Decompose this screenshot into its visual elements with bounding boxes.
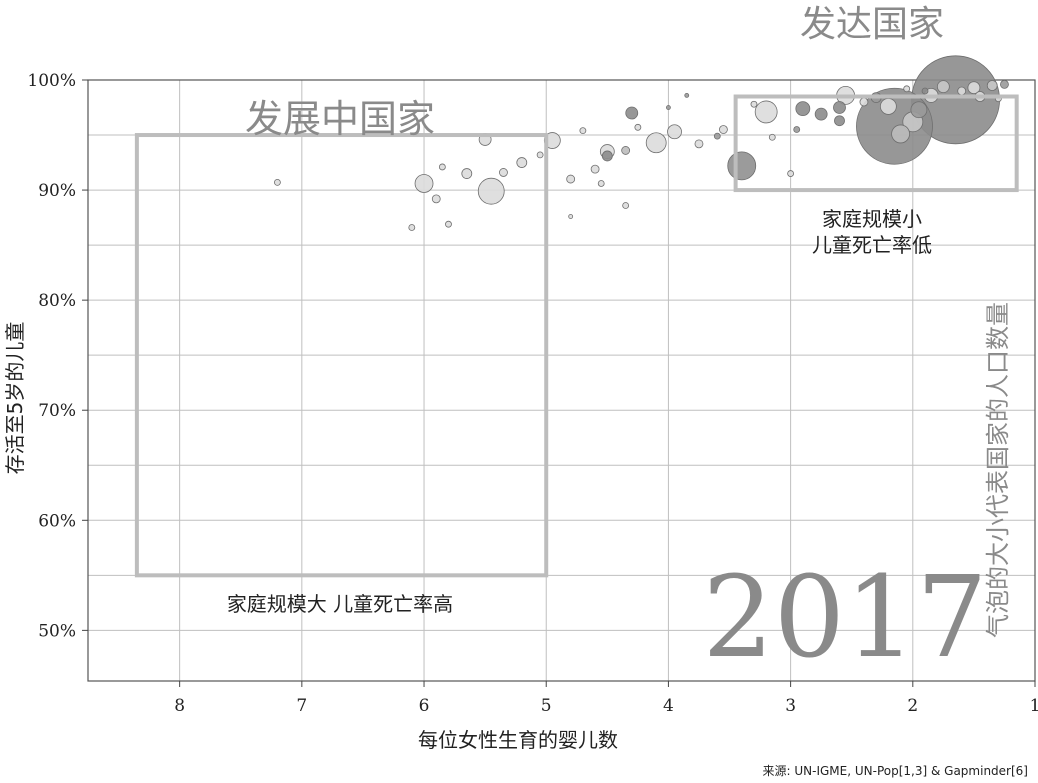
data-bubble bbox=[1000, 80, 1009, 89]
data-bubble bbox=[967, 81, 981, 95]
x-tick-label: 6 bbox=[419, 696, 430, 716]
region-box bbox=[134, 133, 549, 578]
data-bubble bbox=[601, 150, 613, 162]
data-bubble bbox=[795, 101, 811, 117]
data-bubble bbox=[625, 106, 639, 120]
data-bubble bbox=[477, 177, 505, 205]
data-bubble bbox=[750, 100, 758, 108]
data-bubble bbox=[834, 115, 845, 127]
data-bubble bbox=[833, 101, 846, 114]
x-tick-label: 3 bbox=[785, 696, 796, 716]
source-note: 来源: UN-IGME, UN-Pop[1,3] & Gapminder[6] bbox=[763, 764, 1028, 778]
y-tick-label: 100% bbox=[27, 71, 76, 91]
data-bubble bbox=[879, 98, 897, 115]
data-bubble bbox=[634, 123, 642, 131]
x-tick-label: 4 bbox=[663, 696, 674, 716]
data-bubble bbox=[814, 107, 828, 121]
x-tick-label: 2 bbox=[907, 696, 918, 716]
region-sublabel: 儿童死亡率低 bbox=[812, 233, 932, 257]
data-bubble bbox=[891, 124, 910, 144]
x-axis-ticks: 8 7 6 5 4 3 2 1 bbox=[174, 681, 1038, 716]
bubbles bbox=[273, 55, 1009, 231]
data-bubble bbox=[461, 168, 473, 179]
data-bubble bbox=[579, 127, 587, 135]
data-bubble bbox=[622, 202, 630, 209]
region-title: 发达国家 bbox=[800, 4, 944, 45]
data-bubble bbox=[566, 174, 576, 184]
y-axis-label: 存活至5岁的儿童 bbox=[3, 322, 27, 475]
data-bubble bbox=[986, 80, 998, 91]
data-bubble bbox=[408, 224, 416, 231]
y-axis-ticks: 50% 60% 70% 80% 90% 100% bbox=[27, 71, 88, 641]
y-tick-label: 70% bbox=[38, 401, 76, 421]
data-bubble bbox=[793, 126, 801, 133]
data-bubble bbox=[903, 85, 911, 93]
region-box bbox=[733, 94, 1019, 193]
data-bubble bbox=[910, 101, 928, 119]
data-bubble bbox=[536, 151, 544, 159]
x-tick-label: 5 bbox=[541, 696, 552, 716]
data-bubble bbox=[414, 174, 434, 193]
x-axis-label: 每位女性生育的婴儿数 bbox=[418, 728, 618, 752]
y-tick-label: 50% bbox=[38, 621, 76, 641]
data-bubble bbox=[787, 170, 795, 177]
data-bubble bbox=[936, 80, 950, 94]
data-bubble bbox=[667, 124, 682, 140]
x-tick-label: 1 bbox=[1030, 696, 1038, 716]
year-label: 2017 bbox=[702, 553, 987, 683]
data-bubble bbox=[568, 214, 574, 219]
data-bubble bbox=[754, 100, 778, 124]
region-title: 发展中国家 bbox=[245, 97, 435, 141]
region-sublabel: 家庭规模大 儿童死亡率高 bbox=[227, 592, 453, 616]
grid bbox=[88, 79, 1036, 681]
data-bubble bbox=[957, 86, 967, 96]
y-tick-label: 80% bbox=[38, 291, 76, 311]
size-label: 气泡的大小代表国家的人口数量 bbox=[984, 302, 1012, 638]
data-bubble bbox=[445, 220, 452, 228]
y-tick-label: 90% bbox=[38, 181, 76, 201]
data-bubble bbox=[273, 178, 281, 186]
region-sublabel: 家庭规模小 bbox=[822, 207, 922, 231]
data-bubble bbox=[684, 93, 690, 98]
data-bubble bbox=[645, 132, 667, 154]
plot-frame bbox=[87, 79, 1036, 682]
data-bubble bbox=[431, 194, 441, 204]
y-tick-label: 60% bbox=[38, 511, 76, 531]
data-bubble bbox=[621, 146, 631, 155]
data-bubble bbox=[713, 132, 721, 140]
data-bubble bbox=[859, 97, 869, 107]
data-bubble bbox=[597, 180, 605, 187]
data-bubble bbox=[666, 105, 671, 110]
data-bubble bbox=[516, 157, 528, 168]
x-tick-label: 7 bbox=[296, 696, 307, 716]
data-bubble bbox=[727, 151, 757, 181]
data-bubble bbox=[719, 125, 728, 134]
x-tick-label: 8 bbox=[174, 696, 185, 716]
data-bubble bbox=[694, 139, 704, 149]
data-bubble bbox=[590, 164, 600, 174]
data-bubble bbox=[768, 133, 776, 141]
data-bubble bbox=[499, 168, 508, 177]
data-bubble bbox=[438, 163, 446, 171]
data-bubble bbox=[921, 87, 929, 95]
